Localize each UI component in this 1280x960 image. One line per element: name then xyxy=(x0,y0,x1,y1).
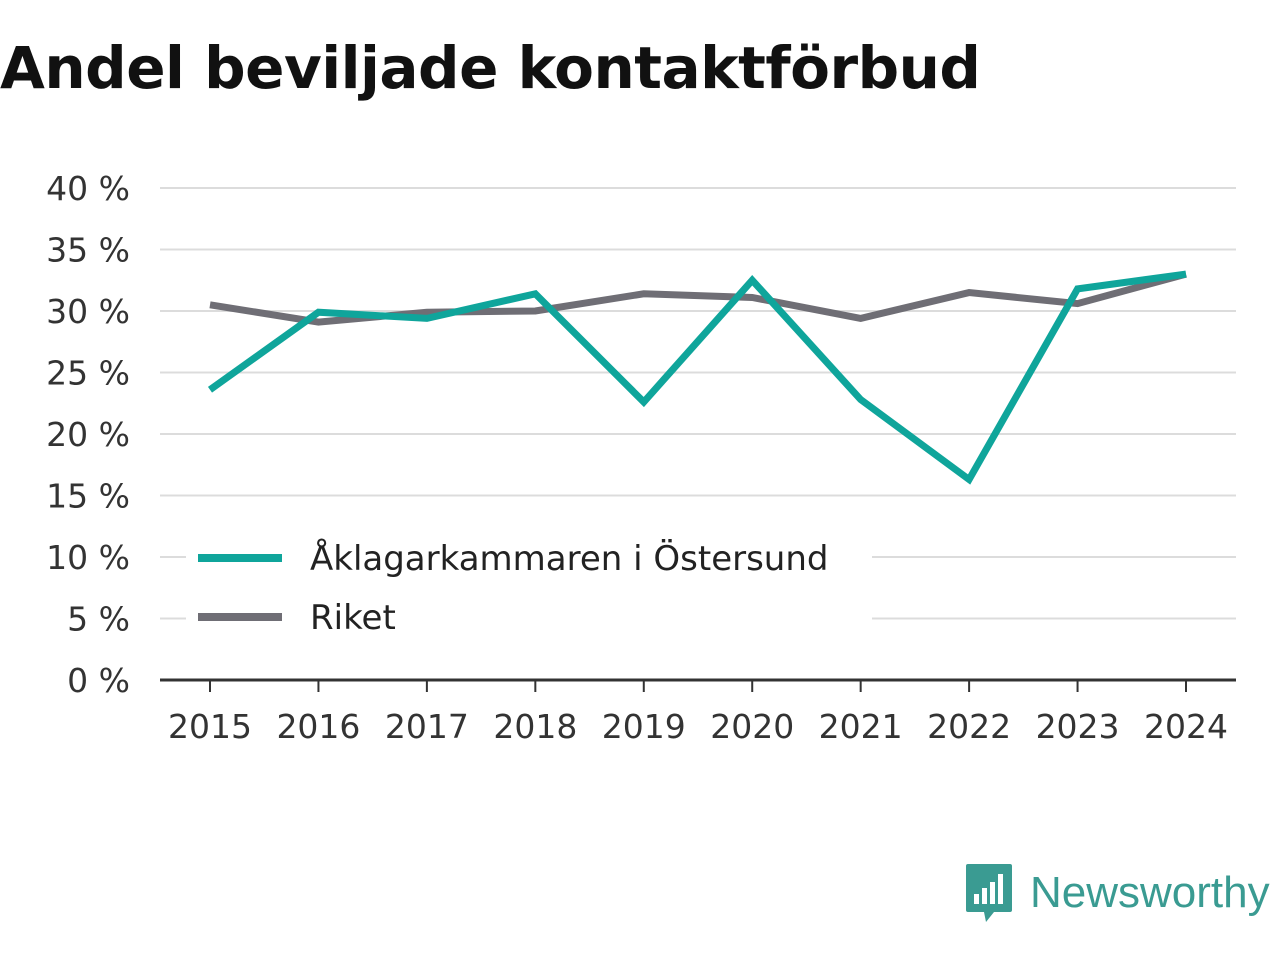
series-line-aklagarkammaren-ostersund xyxy=(207,270,1187,485)
series-lines xyxy=(207,270,1187,485)
newsworthy-logo: Newsworthy xyxy=(964,862,1270,924)
y-axis-ticks: 0 % 5 % 10 % 15 % 20 % 25 % 30 % 35 % 40 % xyxy=(46,169,130,700)
legend: Åklagarkammaren i Östersund Riket xyxy=(186,522,872,646)
chart-title: Andel beviljade kontaktförbud xyxy=(0,34,981,102)
brand-name: Newsworthy xyxy=(1030,868,1270,917)
x-tick-label: 2021 xyxy=(819,707,903,746)
legend-background xyxy=(186,522,872,646)
y-tick-label: 35 % xyxy=(46,231,130,270)
y-tick-label: 15 % xyxy=(46,477,130,516)
x-tick-label: 2015 xyxy=(168,707,252,746)
x-axis-ticks: 2015 2016 2017 2018 2019 2020 2021 2022 2023 2024 xyxy=(168,680,1228,746)
legend-label: Riket xyxy=(310,598,396,638)
legend-label: Åklagarkammaren i Östersund xyxy=(310,538,828,579)
x-tick-label: 2022 xyxy=(927,707,1011,746)
y-tick-label: 5 % xyxy=(67,600,130,639)
y-tick-label: 0 % xyxy=(67,661,130,700)
y-tick-label: 40 % xyxy=(46,169,130,208)
x-tick-label: 2018 xyxy=(493,707,577,746)
x-tick-label: 2023 xyxy=(1036,707,1120,746)
x-tick-label: 2019 xyxy=(602,707,686,746)
x-tick-label: 2016 xyxy=(276,707,360,746)
x-tick-label: 2020 xyxy=(710,707,794,746)
x-tick-label: 2017 xyxy=(385,707,469,746)
y-tick-label: 25 % xyxy=(46,354,130,393)
bar-chart-speech-bubble-icon xyxy=(966,864,1012,922)
x-tick-label: 2024 xyxy=(1144,707,1228,746)
y-tick-label: 20 % xyxy=(46,415,130,454)
y-tick-label: 30 % xyxy=(46,292,130,331)
y-tick-label: 10 % xyxy=(46,538,130,577)
